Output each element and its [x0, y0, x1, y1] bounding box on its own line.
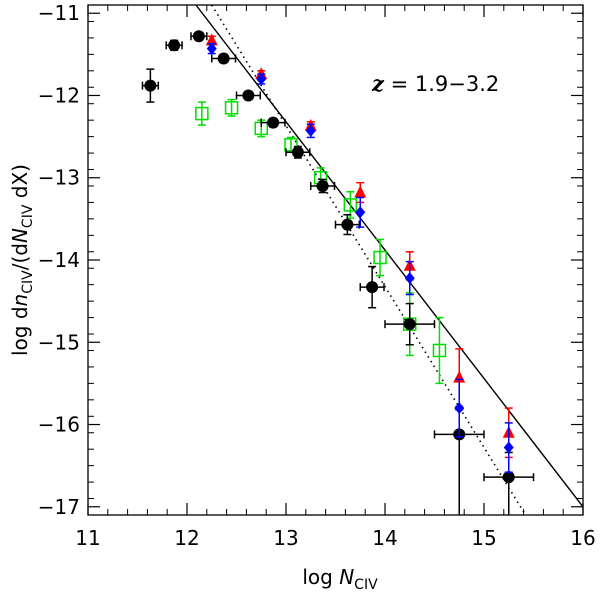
- data-point-square: [224, 101, 239, 115]
- data-point-circle: [341, 218, 354, 231]
- data-point-circle: [403, 318, 416, 331]
- data-point-diamond: [305, 124, 316, 137]
- data-point-diamond: [404, 272, 415, 285]
- y-tick-label: −11: [38, 1, 80, 25]
- data-point-diamond: [206, 42, 217, 55]
- data-point-circle: [192, 30, 205, 43]
- data-point-circle: [316, 179, 329, 192]
- tick-labels: 11 12 13 14 15 16 −17 −16 −15 −14 −13 −12 −11: [38, 1, 596, 550]
- dotted-fit-line: [211, 5, 527, 515]
- x-tick-label: 16: [570, 526, 595, 550]
- data-point-circle: [366, 281, 379, 294]
- data-point-circle: [267, 116, 280, 129]
- data-point-circle: [502, 471, 515, 484]
- x-axis-title: log NCIV: [302, 565, 378, 593]
- y-tick-label: −14: [38, 248, 80, 272]
- y-tick-label: −13: [38, 166, 80, 190]
- data-point-diamond: [256, 73, 267, 86]
- data-point-triangle: [205, 33, 218, 46]
- data-point-circle: [242, 89, 255, 102]
- blue-diamonds-series: [206, 42, 514, 473]
- x-tick-label: 12: [174, 526, 199, 550]
- data-point-circle: [291, 146, 304, 159]
- fit-lines: [195, 5, 583, 515]
- x-tick-label: 13: [273, 526, 298, 550]
- x-tick-label: 11: [75, 526, 100, 550]
- y-axis-title: log dnCIV/(dNCIV dX): [8, 164, 36, 356]
- y-tick-label: −15: [38, 330, 80, 354]
- data-point-square: [432, 343, 447, 358]
- redshift-annotation: z = 1.9−3.2: [371, 71, 499, 96]
- axis-ticks: [87, 4, 584, 516]
- data-point-square: [373, 250, 387, 265]
- x-tick-label: 15: [471, 526, 496, 550]
- data-point-square: [284, 138, 298, 152]
- data-point-square: [343, 198, 358, 212]
- y-tick-label: −16: [38, 413, 80, 437]
- data-series: [141, 30, 535, 515]
- data-point-diamond: [355, 206, 366, 219]
- data-point-square: [195, 106, 209, 121]
- data-point-circle: [217, 52, 230, 65]
- x-tick-label: 14: [372, 526, 397, 550]
- y-tick-label: −12: [38, 83, 80, 107]
- data-point-triangle: [354, 185, 367, 198]
- data-point-diamond: [454, 402, 465, 415]
- green-squares-series: [195, 98, 447, 385]
- solid-fit-line: [195, 5, 583, 508]
- data-point-diamond: [503, 441, 514, 454]
- y-tick-label: −17: [38, 495, 80, 519]
- data-point-circle: [168, 39, 181, 52]
- data-point-circle: [144, 79, 157, 92]
